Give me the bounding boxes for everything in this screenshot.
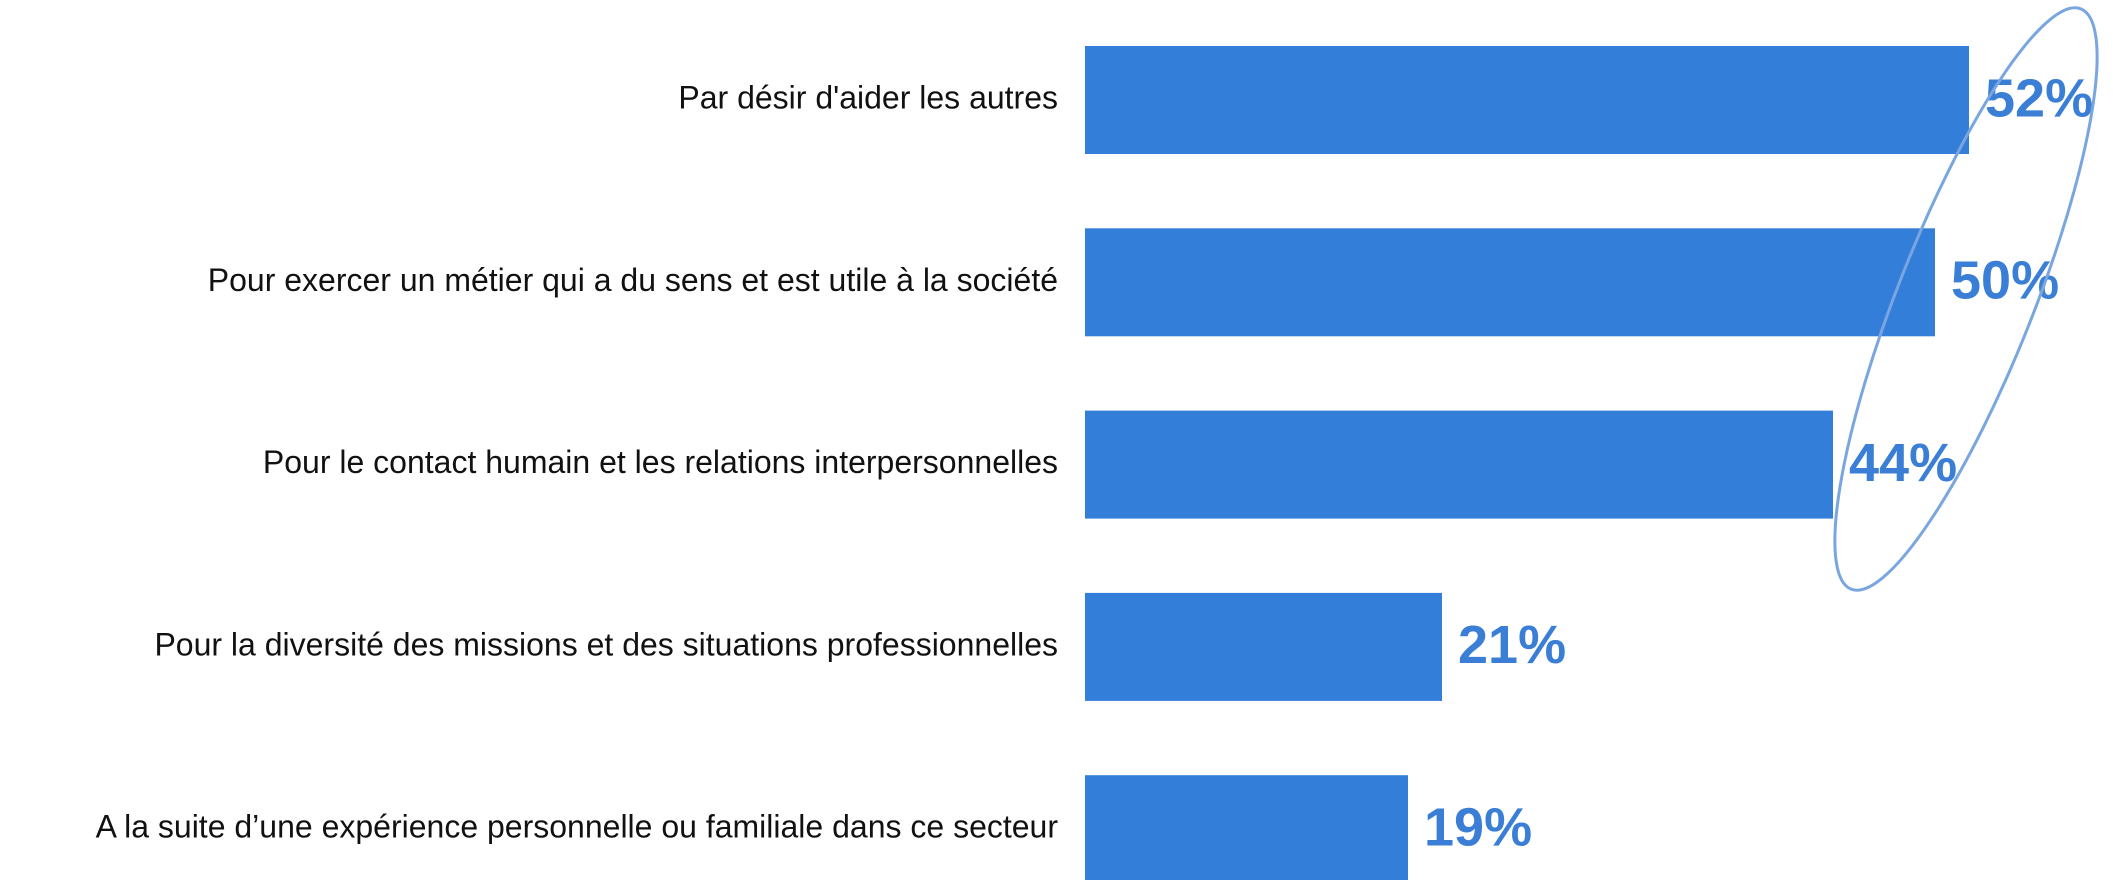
value-label: 44% — [1849, 433, 1957, 493]
bar — [1085, 410, 1833, 519]
value-label: 21% — [1458, 615, 1566, 675]
bar — [1085, 592, 1442, 701]
category-label: Pour le contact humain et les relations … — [263, 444, 1058, 480]
highlight-ellipse — [1833, 6, 2099, 592]
category-label: A la suite d’une expérience personnelle … — [96, 809, 1059, 845]
value-label: 19% — [1424, 797, 1532, 857]
bar — [1085, 228, 1935, 337]
category-label: Pour exercer un métier qui a du sens et … — [208, 262, 1058, 298]
bar — [1085, 46, 1969, 154]
bar — [1085, 775, 1408, 880]
category-label: Par désir d'aider les autres — [678, 79, 1058, 115]
value-label: 50% — [1951, 251, 2059, 311]
value-label: 52% — [1985, 68, 2093, 128]
category-label: Pour la diversité des missions et des si… — [154, 626, 1058, 662]
